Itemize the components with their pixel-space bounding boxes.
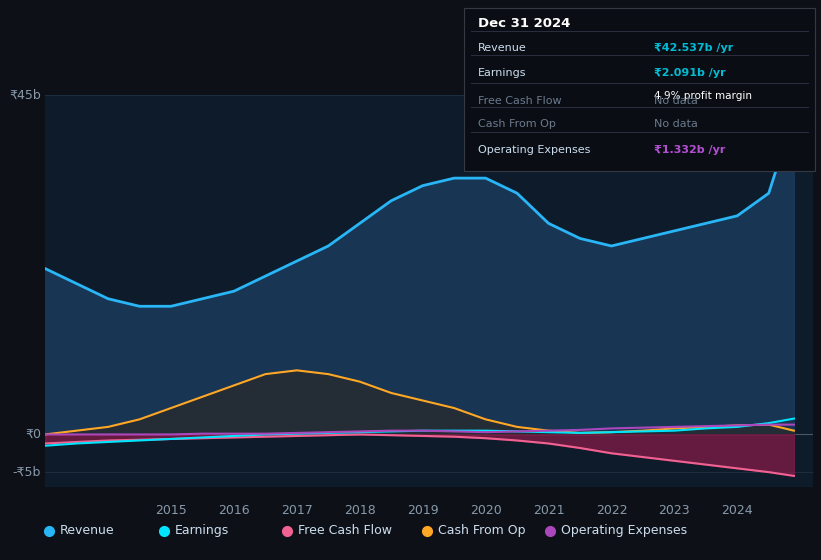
Text: 2021: 2021 <box>533 504 564 517</box>
Text: ₹42.537b /yr: ₹42.537b /yr <box>654 43 733 53</box>
Text: -₹5b: -₹5b <box>12 465 41 479</box>
Text: ₹1.332b /yr: ₹1.332b /yr <box>654 145 725 155</box>
Text: 2023: 2023 <box>658 504 690 517</box>
Text: ₹45b: ₹45b <box>9 88 41 102</box>
Text: Earnings: Earnings <box>478 68 526 78</box>
Text: 2022: 2022 <box>595 504 627 517</box>
Text: Revenue: Revenue <box>60 524 115 538</box>
Text: 2020: 2020 <box>470 504 502 517</box>
Text: 2024: 2024 <box>722 504 753 517</box>
Text: Free Cash Flow: Free Cash Flow <box>298 524 392 538</box>
Text: 2017: 2017 <box>281 504 313 517</box>
Text: Earnings: Earnings <box>175 524 229 538</box>
Text: 2019: 2019 <box>407 504 438 517</box>
Text: 2018: 2018 <box>344 504 376 517</box>
Text: Revenue: Revenue <box>478 43 526 53</box>
Text: Cash From Op: Cash From Op <box>478 119 556 129</box>
Text: ₹2.091b /yr: ₹2.091b /yr <box>654 68 725 78</box>
Text: No data: No data <box>654 96 698 106</box>
Text: Dec 31 2024: Dec 31 2024 <box>478 17 571 30</box>
Text: ₹0: ₹0 <box>25 428 41 441</box>
Text: Cash From Op: Cash From Op <box>438 524 525 538</box>
Text: 4.9% profit margin: 4.9% profit margin <box>654 91 751 101</box>
Text: Operating Expenses: Operating Expenses <box>478 145 590 155</box>
FancyBboxPatch shape <box>464 8 815 171</box>
Text: 2016: 2016 <box>218 504 250 517</box>
Text: 2015: 2015 <box>155 504 187 517</box>
Text: Operating Expenses: Operating Expenses <box>561 524 687 538</box>
Text: Free Cash Flow: Free Cash Flow <box>478 96 562 106</box>
Text: No data: No data <box>654 119 698 129</box>
